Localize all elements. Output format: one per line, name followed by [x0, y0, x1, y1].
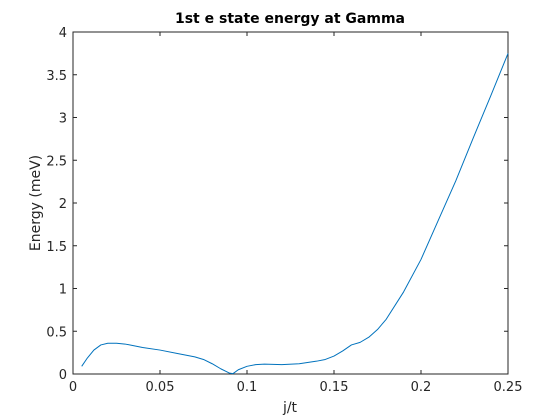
series-line	[81, 53, 509, 375]
data-point	[125, 343, 126, 344]
data-point	[299, 363, 300, 364]
data-point	[194, 356, 195, 357]
data-point	[246, 366, 247, 367]
data-point	[116, 343, 117, 344]
data-point	[255, 364, 256, 365]
data-point	[93, 349, 94, 350]
data-point	[203, 359, 204, 360]
data-point	[377, 329, 378, 330]
data-point	[232, 373, 233, 374]
y-tick-label: 1.5	[46, 240, 67, 255]
data-point	[264, 364, 265, 365]
x-tick-label: 0	[69, 380, 77, 395]
data-point	[360, 342, 361, 343]
data-point	[159, 349, 160, 350]
data-point	[403, 291, 404, 292]
data-point	[368, 337, 369, 338]
y-tick-label: 2.5	[46, 154, 67, 169]
y-tick-label: 1	[59, 283, 67, 298]
x-tick-label: 0.15	[320, 380, 349, 395]
data-point	[281, 364, 282, 365]
data-point	[177, 353, 178, 354]
y-axis-title: Energy (meV)	[28, 155, 44, 251]
data-point	[226, 371, 227, 372]
data-point	[473, 137, 474, 138]
data-point	[212, 363, 213, 364]
y-tick-label: 4	[59, 26, 67, 41]
data-point	[420, 259, 421, 260]
data-point	[333, 355, 334, 356]
y-tick-label: 2	[59, 197, 67, 212]
data-point	[133, 345, 134, 346]
data-point	[386, 319, 387, 320]
x-tick-label: 0.1	[237, 380, 258, 395]
x-axis-title: j/t	[282, 400, 298, 416]
data-point	[86, 358, 87, 359]
data-point	[107, 343, 108, 344]
y-tick-label: 3.5	[46, 69, 67, 84]
y-tick-label: 0	[59, 368, 67, 383]
data-point	[81, 366, 82, 367]
x-tick-label: 0.2	[411, 380, 432, 395]
data-point	[229, 373, 230, 374]
plot-area	[73, 32, 508, 374]
data-point	[490, 96, 491, 97]
y-tick-label: 0.5	[46, 325, 67, 340]
x-tick-label: 0.05	[146, 380, 175, 395]
data-point	[507, 53, 508, 54]
data-point	[238, 369, 239, 370]
data-point	[316, 361, 317, 362]
chart-title: 1st e state energy at Gamma	[175, 11, 405, 27]
data-point	[142, 347, 143, 348]
data-point	[351, 344, 352, 345]
data-point	[325, 359, 326, 360]
data-point	[100, 344, 101, 345]
x-tick-label: 0.25	[494, 380, 523, 395]
data-point	[438, 220, 439, 221]
data-point	[220, 368, 221, 369]
series-layer	[81, 53, 509, 375]
data-point	[455, 180, 456, 181]
axes: 0 0.05 0.1 0.15 0.2 0.25 0 0.5 1 1.5 2 2.5 3 3.5 4	[46, 26, 522, 395]
y-tick-label: 3	[59, 112, 67, 127]
data-point	[342, 350, 343, 351]
